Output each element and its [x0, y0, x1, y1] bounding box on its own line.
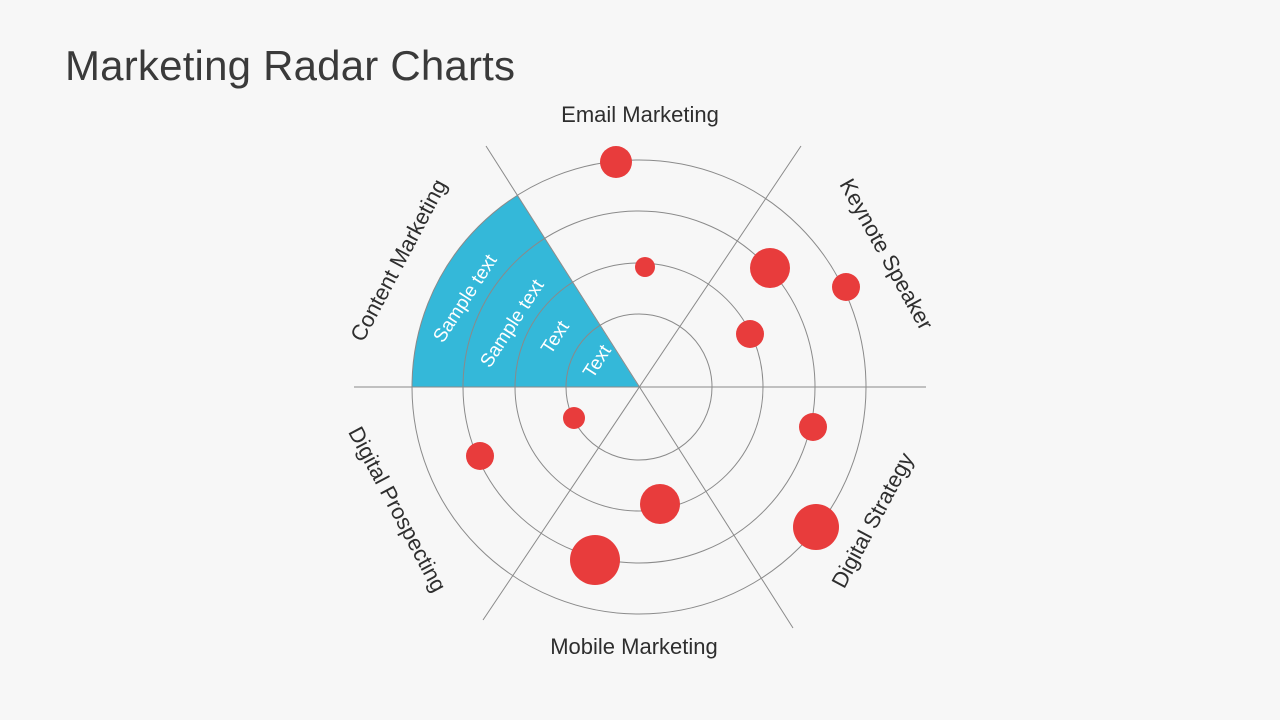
data-dot: [600, 146, 632, 178]
data-dot: [640, 484, 680, 524]
data-dot: [736, 320, 764, 348]
radar-axis-diagonal-2: [482, 145, 802, 621]
label-email-marketing: Email Marketing: [561, 102, 719, 127]
label-digital-strategy: Digital Strategy: [826, 448, 918, 591]
data-dot: [635, 257, 655, 277]
data-dot: [799, 413, 827, 441]
highlight-sector: [412, 195, 639, 387]
data-dot: [750, 248, 790, 288]
data-dot: [563, 407, 585, 429]
label-digital-prospecting: Digital Prospecting: [343, 422, 451, 596]
data-dot: [466, 442, 494, 470]
data-dot: [793, 504, 839, 550]
label-mobile-marketing: Mobile Marketing: [550, 634, 718, 659]
label-keynote-speaker: Keynote Speaker: [835, 174, 939, 334]
radar-dots: [466, 146, 860, 585]
data-dot: [832, 273, 860, 301]
radar-axes: [354, 145, 926, 629]
data-dot: [570, 535, 620, 585]
slide-title: Marketing Radar Charts: [65, 42, 516, 89]
